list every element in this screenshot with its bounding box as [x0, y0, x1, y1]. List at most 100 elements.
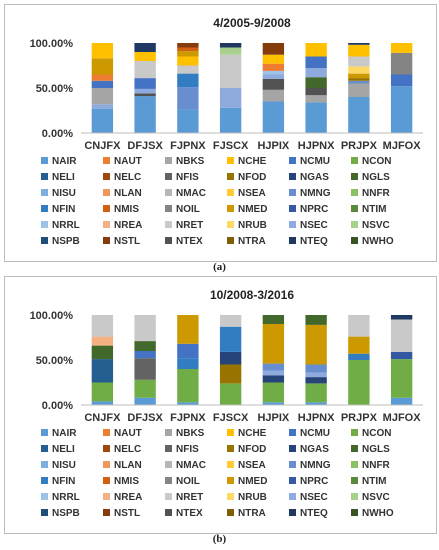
- bar-segment-fjscx-nair: [219, 107, 242, 133]
- x-tick-label: CNJFX: [84, 140, 121, 152]
- caption-a: (a): [213, 261, 226, 273]
- bar-segment-dfjsx-nsec: [134, 88, 156, 94]
- legend-label-nmac: NMAC: [176, 188, 206, 199]
- legend-swatch-ncon: [351, 429, 358, 436]
- legend-swatch-nsvc: [351, 493, 358, 500]
- legend-swatch-ncmu: [289, 157, 296, 164]
- legend-swatch-nteq: [289, 237, 296, 244]
- legend-label-nfod: NFOD: [238, 172, 266, 183]
- bar-segment-hjpnx-nmng: [305, 364, 327, 373]
- legend-label-nelc: NELC: [114, 444, 141, 455]
- legend-label-nnfr: NNFR: [362, 188, 391, 199]
- legend-label-nair: NAIR: [52, 428, 77, 439]
- bar-segment-dfjsx-ncmu: [134, 351, 156, 359]
- x-tick-label: PRJPX: [341, 412, 378, 424]
- bar-segment-mjfox-nteq: [390, 315, 413, 320]
- legend-swatch-nmng: [289, 189, 296, 196]
- bar-segment-prjpx-nbks: [348, 83, 370, 97]
- bar-segment-dfjsx-nteq: [134, 43, 156, 52]
- legend-label-ngas: NGAS: [300, 172, 329, 183]
- legend-swatch-nisu: [41, 189, 48, 196]
- bar-segment-cnjfx-ncmu: [91, 80, 114, 88]
- legend-swatch-nsec: [289, 221, 296, 228]
- legend-swatch-nfin: [41, 477, 48, 484]
- legend-swatch-nret: [165, 493, 172, 500]
- bar-segment-prjpx-ncon: [348, 360, 370, 405]
- legend-swatch-nrrl: [41, 221, 48, 228]
- legend-label-naut: NAUT: [114, 156, 142, 167]
- legend-label-nche: NCHE: [238, 156, 267, 167]
- legend-label-nspb: NSPB: [52, 236, 80, 247]
- bar-segment-dfjsx-nfis: [134, 358, 156, 380]
- bar-segment-prjpx-nret: [348, 315, 370, 337]
- bar-segment-hjpix-nstl: [262, 43, 285, 55]
- legend-swatch-nmac: [165, 189, 172, 196]
- bar-segment-cnjfx-ngls: [91, 345, 114, 360]
- legend-label-nche: NCHE: [238, 428, 267, 439]
- bar-segment-fjpnx-nmed: [177, 315, 199, 344]
- legend-swatch-ntim: [351, 477, 358, 484]
- legend-label-nret: NRET: [176, 492, 203, 503]
- legend-label-nsvc: NSVC: [362, 492, 390, 503]
- bar-segment-hjpnx-nair: [305, 402, 327, 405]
- legend-swatch-nteq: [289, 509, 296, 516]
- bar-segment-fjscx-nteq: [219, 43, 242, 48]
- legend-swatch-naut: [103, 429, 110, 436]
- bar-segment-mjfox-nprc: [390, 351, 413, 360]
- legend-swatch-nnfr: [351, 461, 358, 468]
- bar-segment-hjpix-nmng: [262, 363, 285, 371]
- bar-segment-hjpix-nsec: [262, 74, 285, 79]
- legend-label-nret: NRET: [176, 220, 203, 231]
- legend-swatch-nspb: [41, 509, 48, 516]
- bar-segment-hjpix-naut: [262, 63, 285, 71]
- bar-segment-cnjfx-ncon: [91, 382, 114, 402]
- legend-swatch-nair: [41, 157, 48, 164]
- bar-segment-fjscx-ncon: [219, 383, 242, 405]
- legend-label-nstl: NSTL: [114, 508, 140, 519]
- bar-segment-hjpnx-ncmu: [305, 56, 327, 69]
- legend-swatch-nfis: [165, 173, 172, 180]
- legend-label-ntex: NTEX: [176, 508, 203, 519]
- bar-segment-hjpnx-ntex: [305, 88, 327, 96]
- bar-segment-cnjfx-nret: [91, 315, 114, 337]
- legend-swatch-nche: [227, 157, 234, 164]
- legend-label-nwho: NWHO: [362, 508, 394, 519]
- legend-swatch-nrub: [227, 493, 234, 500]
- caption-b: (b): [212, 533, 227, 545]
- bar-segment-prjpx-nmed: [348, 73, 370, 79]
- bar-segment-fjpnx-nmng: [177, 87, 199, 110]
- legend-label-nmac: NMAC: [176, 460, 206, 471]
- bar-segment-cnjfx-naut: [91, 74, 114, 81]
- x-tick-label: FJSCX: [213, 140, 249, 152]
- legend-swatch-ngls: [351, 445, 358, 452]
- legend-swatch-nprc: [289, 205, 296, 212]
- legend-label-nsvc: NSVC: [362, 220, 390, 231]
- legend-swatch-nelc: [103, 445, 110, 452]
- bar-segment-fjscx-nfod: [219, 364, 242, 384]
- bar-segment-dfjsx-nret: [134, 61, 156, 79]
- bar-segment-cnjfx-nche: [91, 43, 114, 59]
- legend-label-nteq: NTEQ: [300, 236, 328, 247]
- legend-label-nrea: NREA: [114, 220, 142, 231]
- legend-swatch-nret: [165, 221, 172, 228]
- bar-segment-fjpnx-nmed: [177, 51, 199, 57]
- legend-swatch-nrea: [103, 221, 110, 228]
- legend-label-nfin: NFIN: [52, 476, 75, 487]
- bar-segment-hjpix-nbks: [262, 89, 285, 102]
- bar-segment-mjfox-ncmu: [390, 74, 413, 87]
- chart-panel-a: 4/2005-9/2008 0.00% 50.00% 100.00% CNJFX DFJS…: [4, 4, 437, 262]
- bar-segment-fjscx-nsvc: [219, 47, 242, 55]
- legend-swatch-ncmu: [289, 429, 296, 436]
- bar-segment-fjpnx-nmis: [177, 47, 199, 52]
- legend-label-ngls: NGLS: [362, 172, 390, 183]
- legend-label-nmis: NMIS: [114, 476, 139, 487]
- y-tick-label: 0.00%: [42, 128, 73, 140]
- legend-label-nrea: NREA: [114, 492, 142, 503]
- bar-segment-fjscx-nfin: [219, 326, 242, 352]
- bar-segment-fjpnx-ncmu: [177, 343, 199, 359]
- legend-label-ntim: NTIM: [362, 476, 386, 487]
- stacked-bar-chart-b: 10/2008-3/2016 0.00% 50.00% 100.00% CNJFX DFJ…: [30, 288, 423, 519]
- chart-title: 10/2008-3/2016: [210, 288, 294, 302]
- legend-swatch-nair: [41, 429, 48, 436]
- legend-label-nstl: NSTL: [114, 236, 140, 247]
